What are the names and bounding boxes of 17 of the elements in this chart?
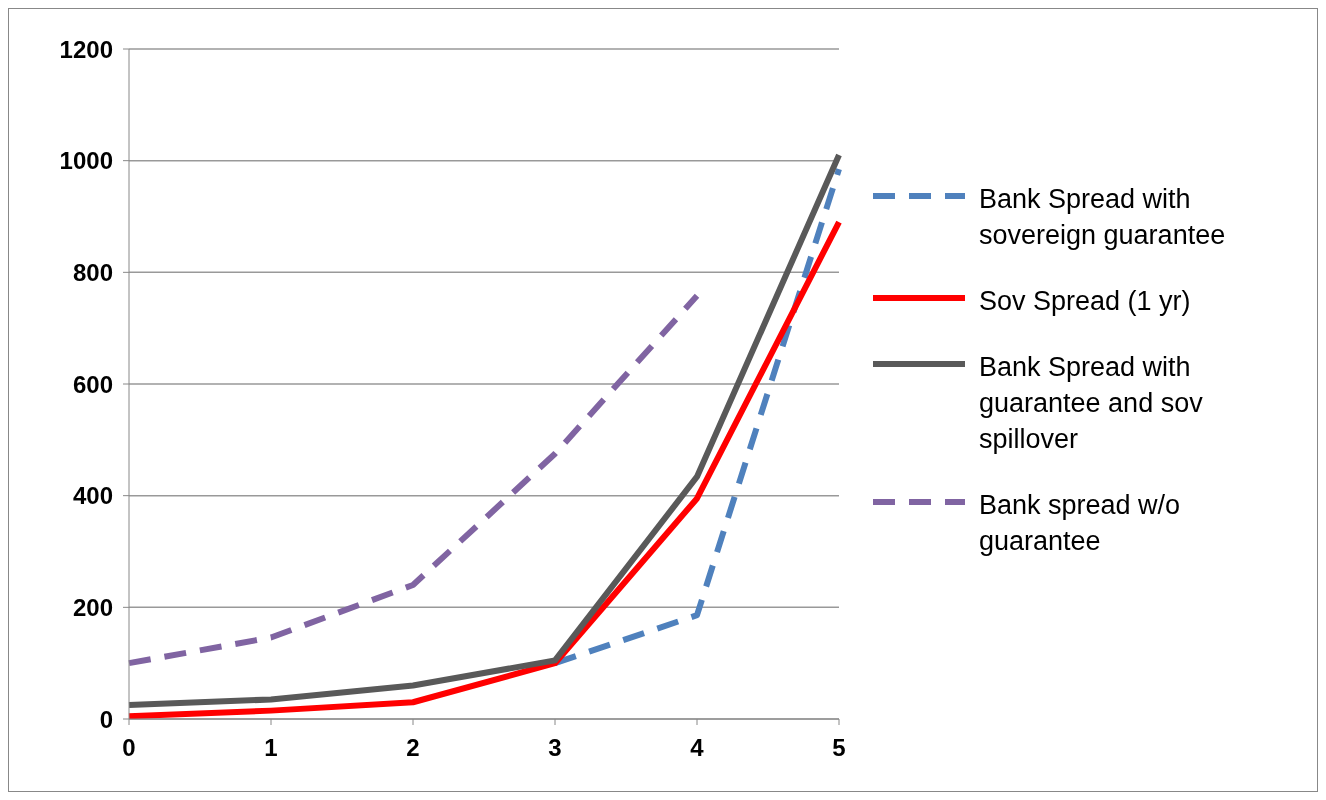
x-tick-label: 3 — [548, 734, 562, 762]
x-tick-label: 2 — [406, 734, 420, 762]
legend-label: Bank Spread with sovereign guarantee — [979, 183, 1227, 252]
legend-label: Bank spread w/o guarantee — [979, 489, 1182, 558]
legend-label: Bank Spread with guarantee and sov spillover — [979, 351, 1204, 456]
y-tick-label: 1000 — [59, 147, 113, 175]
y-tick-label: 200 — [72, 593, 113, 621]
y-tick-label: 1200 — [59, 35, 113, 63]
legend-label: Sov Spread (1 yr) — [979, 285, 1192, 318]
y-tick-label: 600 — [72, 370, 113, 398]
x-tick-label: 4 — [690, 734, 705, 762]
y-tick-label: 0 — [99, 705, 113, 733]
y-tick-label: 800 — [72, 258, 113, 286]
y-tick-label: 400 — [72, 482, 113, 510]
x-tick-label: 0 — [122, 734, 136, 762]
x-tick-label: 5 — [832, 734, 846, 762]
x-tick-label: 1 — [264, 734, 278, 762]
